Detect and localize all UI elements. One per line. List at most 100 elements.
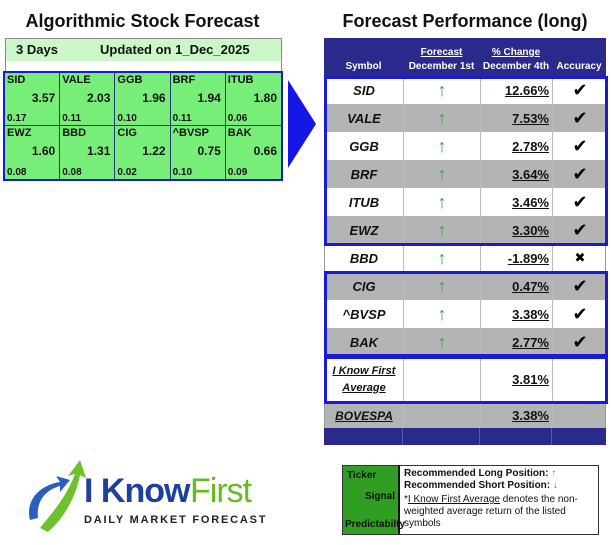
down-arrow-icon: ↓ [552,480,558,491]
table-row: SID ↑ 12.66% ✔ [325,76,605,104]
table-row: BRF ↑ 3.64% ✔ [325,160,605,188]
cell-signal: 1.22 [142,144,166,158]
cell-ticker: EWZ [7,127,32,139]
row-change: -1.89% [481,244,553,272]
swoosh-arrow-icon [29,460,86,532]
legend-short-label: Recommended Short Position: [404,480,551,491]
cell-signal: 3.57 [31,91,56,105]
table-row: CIG ↑ 0.47% ✔ [325,272,605,300]
cell-predictability: 0.02 [117,167,137,178]
left-panel-title: Algorithmic Stock Forecast [25,11,260,31]
cell-predictability: 0.10 [172,167,193,178]
benchmark-accuracy-empty [553,403,607,428]
cell-signal: 0.75 [197,144,221,158]
benchmark-forecast-empty [404,403,481,428]
cell-ticker: VALE [62,74,91,86]
benchmark-row: BOVESPA 3.38% [325,403,605,428]
cell-ticker: ITUB [227,74,254,86]
cell-predictability: 0.08 [7,167,27,178]
up-arrow-icon: ↑ [404,300,481,328]
table-row: EWZ ↑ 3.30% ✔ [325,216,605,244]
cell-signal: 0.66 [253,144,277,158]
right-arrow-icon [288,80,316,168]
cell-ticker: SID [7,74,26,86]
footer-cell [480,428,552,445]
i-know-first-logo: I Know First DAILY MARKET FORECAST [20,460,270,535]
cell-predictability: 0.11 [62,113,82,124]
up-arrow-icon: ↑ [404,328,481,356]
header-symbol: Symbol [324,38,403,76]
up-arrow-icon: ↑ [404,272,481,300]
row-symbol: BAK [325,328,404,356]
average-accuracy-empty [553,356,607,403]
legend-note-prefix: * [404,494,408,505]
row-symbol: SID [325,76,404,104]
cell-ticker: ^BVSP [172,127,209,139]
legend-note-link: I Know First Average [407,494,500,505]
legend-text: Recommended Long Position: ↑ Recommended… [400,466,598,534]
check-icon: ✔ [572,303,588,324]
average-label-line1: I Know First [332,364,396,377]
footer-cell [552,428,606,445]
average-label: I Know First Average [325,356,404,403]
average-row: I Know First Average 3.81% [325,356,605,403]
table-row: VALE ↑ 7.53% ✔ [325,104,605,132]
header-change-top: % Change [491,47,541,58]
footer-cell [324,428,403,445]
header-change-bottom: December 4th [482,61,550,72]
forecast-cell: ITUB 1.80 0.06 [225,73,281,126]
forecast-cell: BRF 1.94 0.11 [170,73,226,126]
table-row: ITUB ↑ 3.46% ✔ [325,188,605,216]
forecast-cell: BBD 1.31 0.08 [60,126,116,179]
table-footer [324,428,606,445]
check-icon: ✔ [572,331,588,352]
cell-signal: 2.03 [87,91,111,105]
header-change: % Change December 4th [480,38,552,76]
row-change: 3.30% [481,216,553,244]
average-forecast-empty [404,356,481,403]
forecast-cell: SID 3.57 0.17 [5,73,61,126]
table-body: SID ↑ 12.66% ✔ VALE ↑ 7.53% ✔ GGB ↑ 2.78% ✔ BRF ↑ 3… [324,76,608,428]
legend-long-label: Recommended Long Position: [404,468,549,479]
table-row: BAK ↑ 2.77% ✔ [325,328,605,356]
row-change: 2.77% [481,328,553,356]
check-icon: ✔ [572,79,588,100]
row-change: 3.64% [481,160,553,188]
forecast-cell: ^BVSP 0.75 0.10 [171,126,226,179]
row-symbol: GGB [325,132,404,160]
cell-signal: 1.94 [197,91,221,105]
check-icon: ✔ [572,135,588,156]
header-accuracy-label: Accuracy [556,61,602,72]
up-arrow-icon: ↑ [404,160,481,188]
up-arrow-icon: ↑ [404,244,481,272]
cell-predictability: 0.10 [117,113,137,124]
cell-predictability: 0.06 [227,113,248,124]
cross-icon: ✖ [574,250,586,265]
updated-label: Updated on 1_Dec_2025 [100,42,250,57]
row-symbol: BBD [325,244,404,272]
cell-ticker: BAK [227,127,252,139]
cell-signal: 1.80 [253,91,277,105]
cell-predictability: 0.09 [227,167,248,178]
table-row: GGB ↑ 2.78% ✔ [325,132,605,160]
up-arrow-icon: ↑ [551,468,557,479]
check-icon: ✔ [572,107,588,128]
right-panel-title: Forecast Performance (long) [342,11,588,31]
row-change: 2.78% [481,132,553,160]
row-change: 0.47% [481,272,553,300]
cell-signal: 1.60 [31,144,56,158]
average-change: 3.81% [481,356,553,403]
row-change: 12.66% [481,76,553,104]
row-change: 7.53% [481,104,553,132]
cell-predictability: 0.17 [7,113,27,124]
forecast-header: 3 Days Updated on 1_Dec_2025 [5,38,282,72]
check-icon: ✔ [572,191,588,212]
header-forecast: Forecast December 1st [403,38,480,76]
cell-ticker: BBD [62,127,87,139]
legend-note-text: denotes the non-weighted average return … [404,494,578,529]
legend-predictability: Predictabilty [345,519,406,530]
row-symbol: CIG [325,272,404,300]
logo-tagline: DAILY MARKET FORECAST [84,514,268,526]
cell-signal: 1.96 [142,91,166,105]
table-header: Symbol Forecast December 1st % Change Dece… [324,38,606,76]
